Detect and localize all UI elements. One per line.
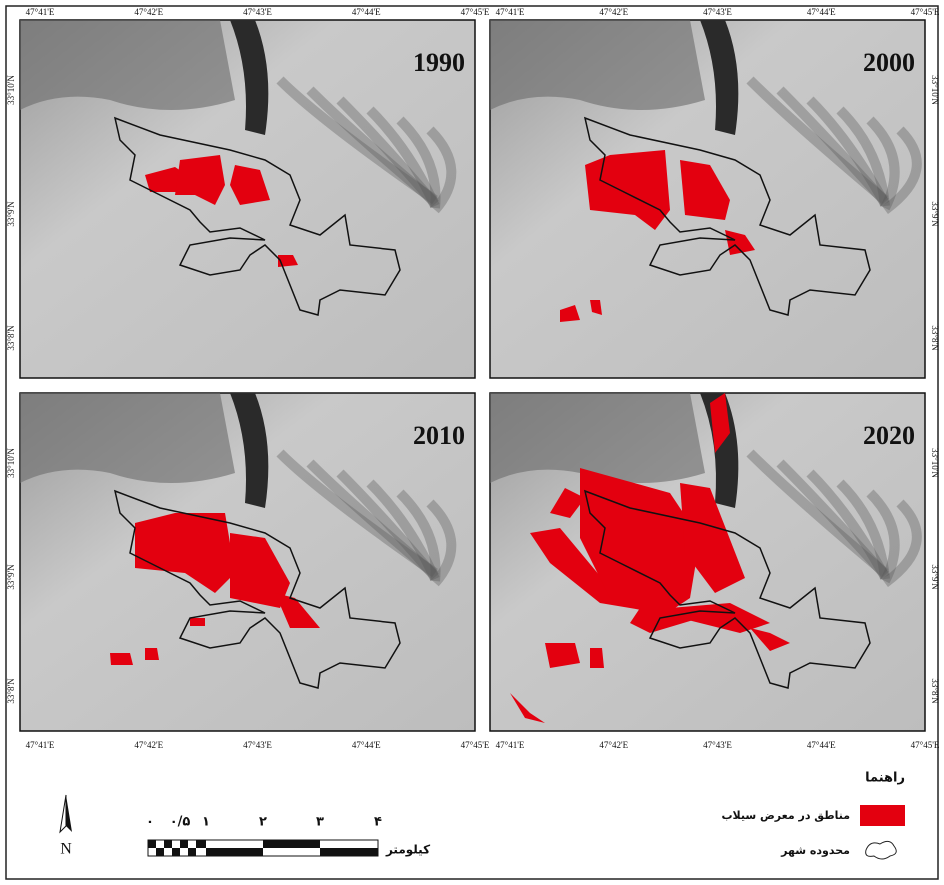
scale-label: ۰/۵ bbox=[170, 815, 191, 830]
scale-seg bbox=[148, 840, 156, 848]
longitude-label: 47°45'E bbox=[911, 7, 940, 17]
scale-seg bbox=[196, 840, 206, 848]
legend-boundary-icon bbox=[866, 841, 897, 859]
ridge bbox=[490, 393, 705, 483]
longitude-label: 47°41'E bbox=[496, 740, 525, 750]
scale-seg bbox=[164, 840, 172, 848]
longitude-label: 47°42'E bbox=[134, 740, 163, 750]
latitude-label: 33°10'N bbox=[6, 75, 16, 105]
scale-label: ۱ bbox=[202, 815, 210, 830]
latitude-label: 33°9'N bbox=[6, 564, 16, 590]
north-arrow-head bbox=[66, 795, 72, 832]
longitude-label: 47°42'E bbox=[599, 7, 628, 17]
longitude-label: 47°45'E bbox=[911, 740, 940, 750]
ridge bbox=[490, 20, 705, 110]
scale-seg bbox=[206, 848, 263, 856]
latitude-label: 33°9'N bbox=[930, 201, 940, 227]
flood-area bbox=[145, 648, 159, 660]
map-panel: 2020 bbox=[490, 393, 925, 731]
longitude-label: 47°42'E bbox=[134, 7, 163, 17]
legend: راهنما مناطق در معرض سیلاب محدوده شهر bbox=[721, 771, 905, 860]
flood-area bbox=[590, 648, 604, 668]
scale-seg bbox=[320, 848, 378, 856]
map-panel: 2010 bbox=[20, 393, 475, 731]
scale-label: ۴ bbox=[374, 815, 382, 830]
longitude-label: 47°43'E bbox=[243, 7, 272, 17]
scale-seg bbox=[263, 840, 320, 848]
longitude-label: 47°44'E bbox=[352, 7, 381, 17]
legend-boundary-label: محدوده شهر bbox=[780, 844, 850, 857]
north-arrow-head bbox=[60, 795, 66, 832]
flood-area bbox=[190, 618, 205, 626]
scale-seg bbox=[156, 848, 164, 856]
latitude-label: 33°8'N bbox=[6, 678, 16, 704]
latitude-label: 33°10'N bbox=[930, 448, 940, 478]
longitude-label: 47°41'E bbox=[26, 740, 55, 750]
longitude-label: 47°43'E bbox=[703, 7, 732, 17]
ridge bbox=[20, 393, 235, 483]
scale-label: ۰ bbox=[146, 815, 154, 830]
latitude-label: 33°8'N bbox=[6, 325, 16, 351]
latitude-label: 33°10'N bbox=[6, 448, 16, 478]
north-label: N bbox=[60, 841, 72, 858]
scale-seg bbox=[172, 848, 180, 856]
map-panel: 2000 bbox=[490, 20, 925, 378]
longitude-label: 47°43'E bbox=[703, 740, 732, 750]
longitude-label: 47°45'E bbox=[461, 740, 490, 750]
scale-unit: کیلومتر bbox=[385, 843, 430, 858]
scale-seg bbox=[180, 840, 188, 848]
legend-flood-label: مناطق در معرض سیلاب bbox=[721, 809, 850, 822]
longitude-label: 47°44'E bbox=[807, 7, 836, 17]
scale-label: ۳ bbox=[316, 815, 324, 830]
latitude-label: 33°9'N bbox=[6, 201, 16, 227]
scale-seg bbox=[188, 848, 196, 856]
latitude-label: 33°10'N bbox=[930, 75, 940, 105]
longitude-label: 47°44'E bbox=[352, 740, 381, 750]
map-figure: راهنما مناطق در معرض سیلاب محدوده شهر کی… bbox=[0, 0, 944, 885]
scale-label: ۲ bbox=[259, 815, 267, 830]
longitude-label: 47°45'E bbox=[461, 7, 490, 17]
panel-year: 1990 bbox=[413, 48, 465, 77]
latitude-label: 33°8'N bbox=[930, 325, 940, 351]
longitude-label: 47°43'E bbox=[243, 740, 272, 750]
latitude-label: 33°8'N bbox=[930, 678, 940, 704]
panel-year: 2020 bbox=[863, 421, 915, 450]
ridge bbox=[20, 20, 235, 110]
longitude-label: 47°44'E bbox=[807, 740, 836, 750]
longitude-label: 47°42'E bbox=[599, 740, 628, 750]
legend-title: راهنما bbox=[865, 771, 905, 786]
panel-year: 2010 bbox=[413, 421, 465, 450]
latitude-label: 33°9'N bbox=[930, 564, 940, 590]
longitude-label: 47°41'E bbox=[496, 7, 525, 17]
longitude-label: 47°41'E bbox=[26, 7, 55, 17]
north-arrow: N bbox=[60, 795, 72, 858]
legend-flood-swatch bbox=[860, 805, 905, 826]
scale-bar: کیلومتر ۰ ۰/۵ ۱ ۲ ۳ ۴ bbox=[146, 815, 430, 858]
panel-year: 2000 bbox=[863, 48, 915, 77]
flood-area bbox=[110, 653, 133, 665]
map-panel: 1990 bbox=[20, 20, 475, 378]
